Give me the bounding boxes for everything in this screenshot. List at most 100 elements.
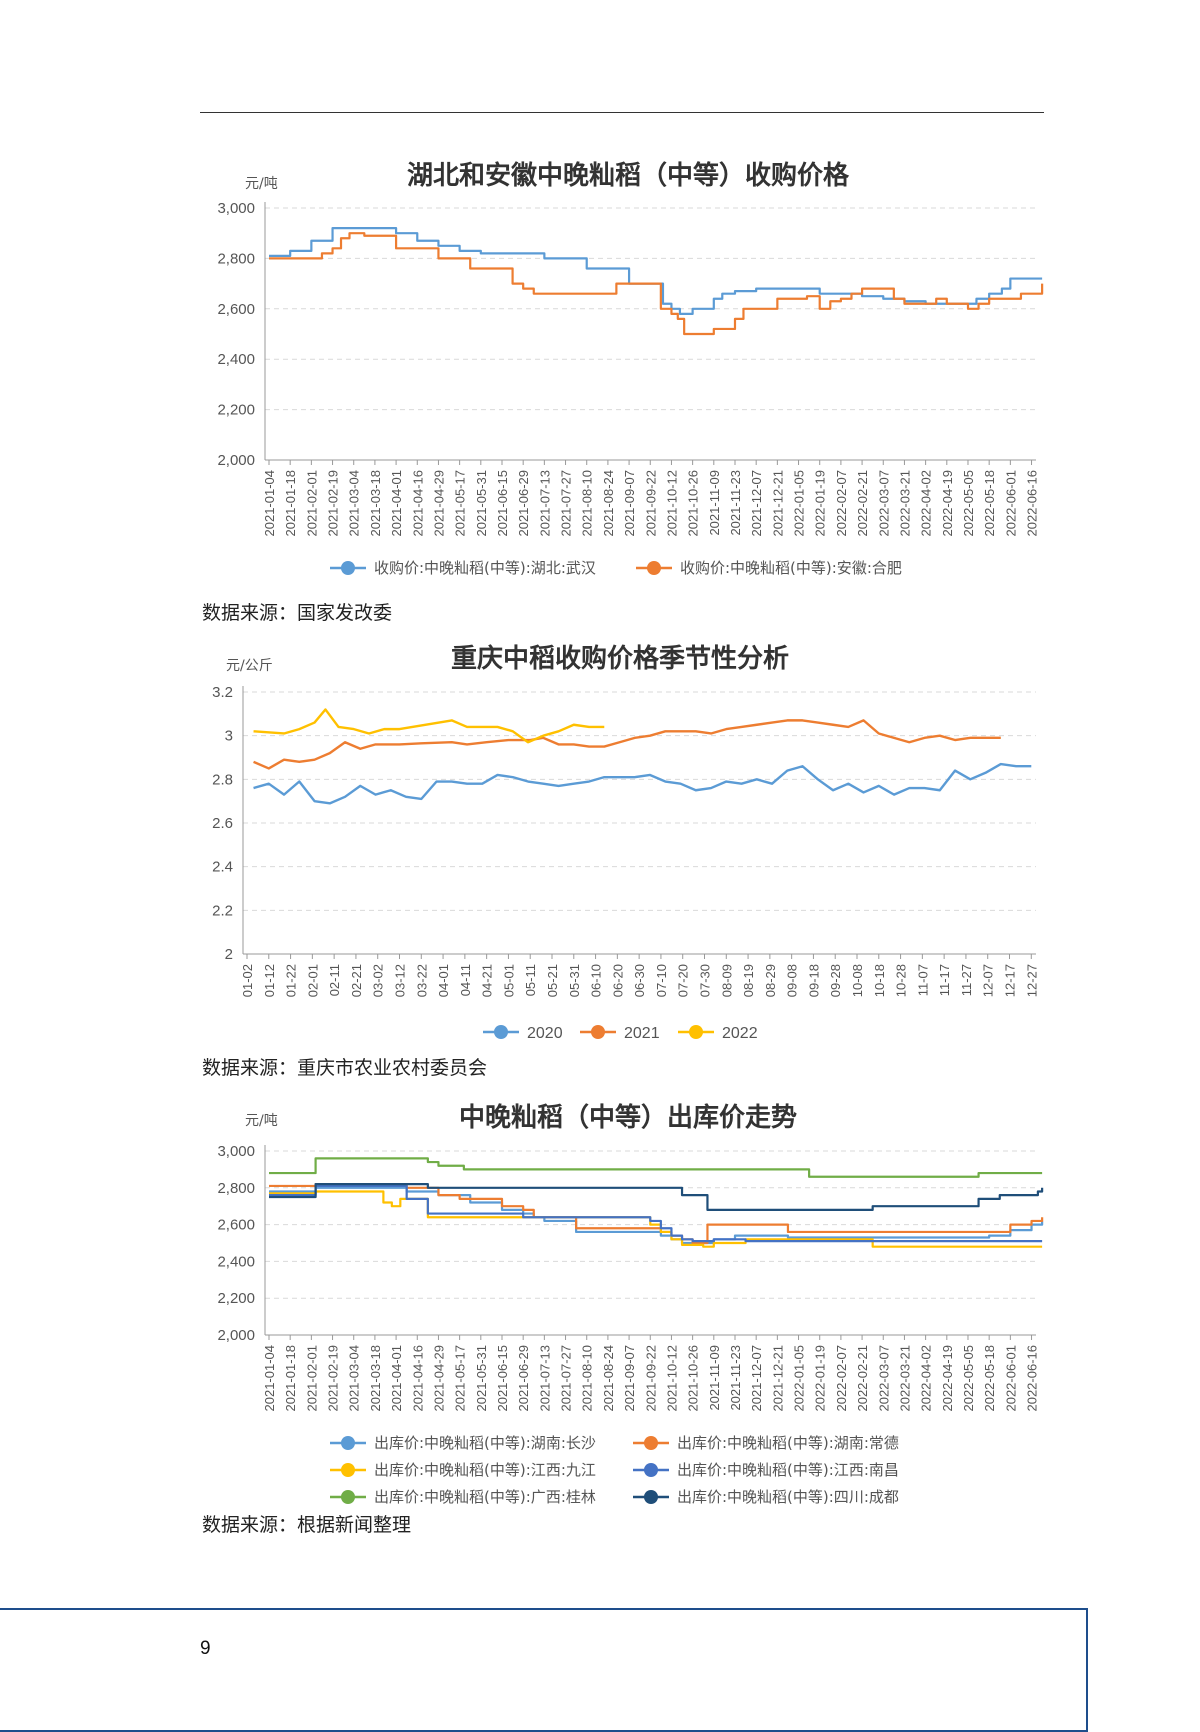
x-tick-label: 2021-02-19 (326, 1345, 341, 1412)
chart-title: 重庆中稻收购价格季节性分析 (451, 643, 789, 674)
y-tick-label: 2.6 (212, 815, 233, 832)
y-unit-label: 元/吨 (245, 1113, 278, 1129)
legend-label: 2021 (624, 1025, 660, 1042)
x-tick-label: 10-08 (850, 964, 865, 997)
chart-warehouse-out-price: 中晚籼稻（中等）出库价走势 元/吨 2,000 2,200 2,400 2,600 2,80… (217, 1102, 1044, 1506)
x-tick-label: 2021-07-27 (559, 470, 574, 537)
legend-marker (341, 561, 355, 575)
x-tick-label: 06-20 (610, 964, 625, 997)
x-tick-label: 2021-11-23 (728, 1345, 743, 1411)
x-tick-label: 2021-11-09 (707, 1345, 722, 1411)
x-tick-label: 2022-01-19 (813, 1345, 828, 1412)
x-tick-label: 2021-08-24 (601, 470, 616, 537)
x-tick-label: 2021-12-21 (770, 470, 785, 537)
source-note-3: 数据来源：根据新闻整理 (202, 1514, 412, 1536)
x-tick-label: 2021-03-04 (347, 1345, 362, 1412)
y-tick-label: 2,800 (217, 250, 255, 267)
x-tick-label: 2022-05-18 (982, 1345, 997, 1412)
y-tick-label: 2.8 (212, 771, 233, 788)
x-tick-label: 2021-09-07 (622, 470, 637, 537)
x-tick-label: 2022-02-21 (855, 1345, 870, 1412)
x-tick-label: 2021-09-22 (643, 1345, 658, 1412)
x-tick-label: 2021-04-29 (431, 470, 446, 537)
x-tick-label: 12-17 (1003, 964, 1018, 997)
x-tick-label: 08-29 (763, 964, 778, 997)
x-tick-label: 2022-06-16 (1025, 470, 1040, 537)
y-tick-label: 2,400 (217, 351, 255, 368)
x-tick-label: 06-10 (589, 964, 604, 997)
x-tick-label: 08-09 (719, 964, 734, 997)
x-tick-label: 2021-05-31 (474, 470, 489, 536)
header-rule (200, 112, 1044, 113)
x-tick-label: 2021-02-01 (304, 470, 319, 537)
legend-label: 出库价:中晚籼稻(中等):四川:成都 (677, 1488, 899, 1506)
x-tick-label: 04-01 (436, 964, 451, 997)
x-tick-label: 11-27 (959, 964, 974, 996)
legend-label: 2020 (527, 1025, 563, 1042)
x-tick-label: 01-12 (262, 964, 277, 997)
x-tick-label: 2021-08-10 (580, 1345, 595, 1412)
x-tick-label: 2021-01-04 (262, 470, 277, 537)
y-tick-label: 2.4 (212, 859, 233, 876)
y-tick-label: 3.2 (212, 684, 233, 701)
x-tick-label: 2022-02-21 (855, 470, 870, 537)
x-tick-label: 09-28 (828, 964, 843, 997)
x-tick-label: 2021-01-04 (262, 1345, 277, 1412)
legend-marker (647, 561, 661, 575)
x-tick-label: 2021-02-01 (304, 1345, 319, 1412)
x-tick-label: 07-10 (654, 964, 669, 997)
x-tick-label: 2021-04-16 (410, 1345, 425, 1412)
x-tick-label: 2022-03-21 (897, 470, 912, 537)
x-tick-label: 10-18 (872, 964, 887, 997)
x-tick-label: 05-31 (567, 964, 582, 997)
x-tick-label: 01-02 (240, 964, 255, 997)
x-tick-label: 2021-08-10 (580, 470, 595, 537)
x-tick-label: 2022-06-01 (1003, 470, 1018, 537)
x-tick-label: 05-21 (545, 964, 560, 997)
legend-label: 收购价:中晚籼稻(中等):湖北:武汉 (374, 559, 596, 577)
x-tick-label: 2021-07-27 (559, 1345, 574, 1412)
x-tick-label: 2021-04-01 (389, 470, 404, 537)
x-tick-label: 2022-05-05 (961, 470, 976, 537)
x-tick-label: 07-20 (676, 964, 691, 997)
series-line-3 (269, 1184, 1043, 1243)
x-tick-label: 05-11 (523, 964, 538, 996)
chart-title: 湖北和安徽中晚籼稻（中等）收购价格 (407, 160, 850, 191)
legend-label: 2022 (722, 1025, 758, 1042)
x-tick-label: 2022-06-01 (1003, 1345, 1018, 1412)
x-tick-label: 2021-08-24 (601, 1345, 616, 1412)
series-line-1 (269, 1183, 1044, 1245)
series-line-1 (253, 719, 1001, 770)
x-tick-label: 2021-10-12 (664, 470, 679, 537)
series-line-2 (253, 708, 605, 744)
legend-marker (341, 1463, 355, 1477)
y-tick-label: 3 (225, 728, 233, 745)
y-tick-label: 2,600 (217, 1217, 255, 1234)
x-tick-label: 2021-05-17 (453, 1345, 468, 1412)
y-tick-label: 2,400 (217, 1253, 255, 1270)
x-tick-label: 2021-06-15 (495, 1345, 510, 1412)
x-tick-label: 04-11 (458, 964, 473, 996)
x-tick-label: 2022-06-16 (1025, 1345, 1040, 1412)
x-tick-label: 2021-12-07 (749, 470, 764, 537)
x-tick-label: 02-21 (349, 964, 364, 997)
y-tick-label: 2,000 (217, 1327, 255, 1344)
legend-marker (644, 1490, 658, 1504)
x-tick-label: 2021-01-18 (283, 470, 298, 537)
legend-label: 收购价:中晚籼稻(中等):安徽:合肥 (680, 559, 902, 577)
series-line-0 (253, 762, 1032, 805)
x-tick-label: 2021-09-22 (643, 470, 658, 537)
series-line-0 (269, 1186, 1044, 1245)
legend-marker (591, 1025, 605, 1039)
x-tick-label: 09-08 (785, 964, 800, 997)
series-line-5 (269, 1183, 1044, 1211)
legend-marker (494, 1025, 508, 1039)
legend-label: 出库价:中晚籼稻(中等):江西:九江 (374, 1461, 596, 1479)
legend-label: 出库价:中晚籼稻(中等):江西:南昌 (677, 1461, 899, 1479)
x-tick-label: 2021-09-07 (622, 1345, 637, 1412)
x-tick-label: 02-11 (327, 964, 342, 996)
x-tick-label: 07-30 (698, 964, 713, 997)
x-tick-label: 05-01 (501, 964, 516, 997)
x-tick-label: 03-22 (414, 964, 429, 997)
x-tick-label: 11-07 (915, 964, 930, 996)
